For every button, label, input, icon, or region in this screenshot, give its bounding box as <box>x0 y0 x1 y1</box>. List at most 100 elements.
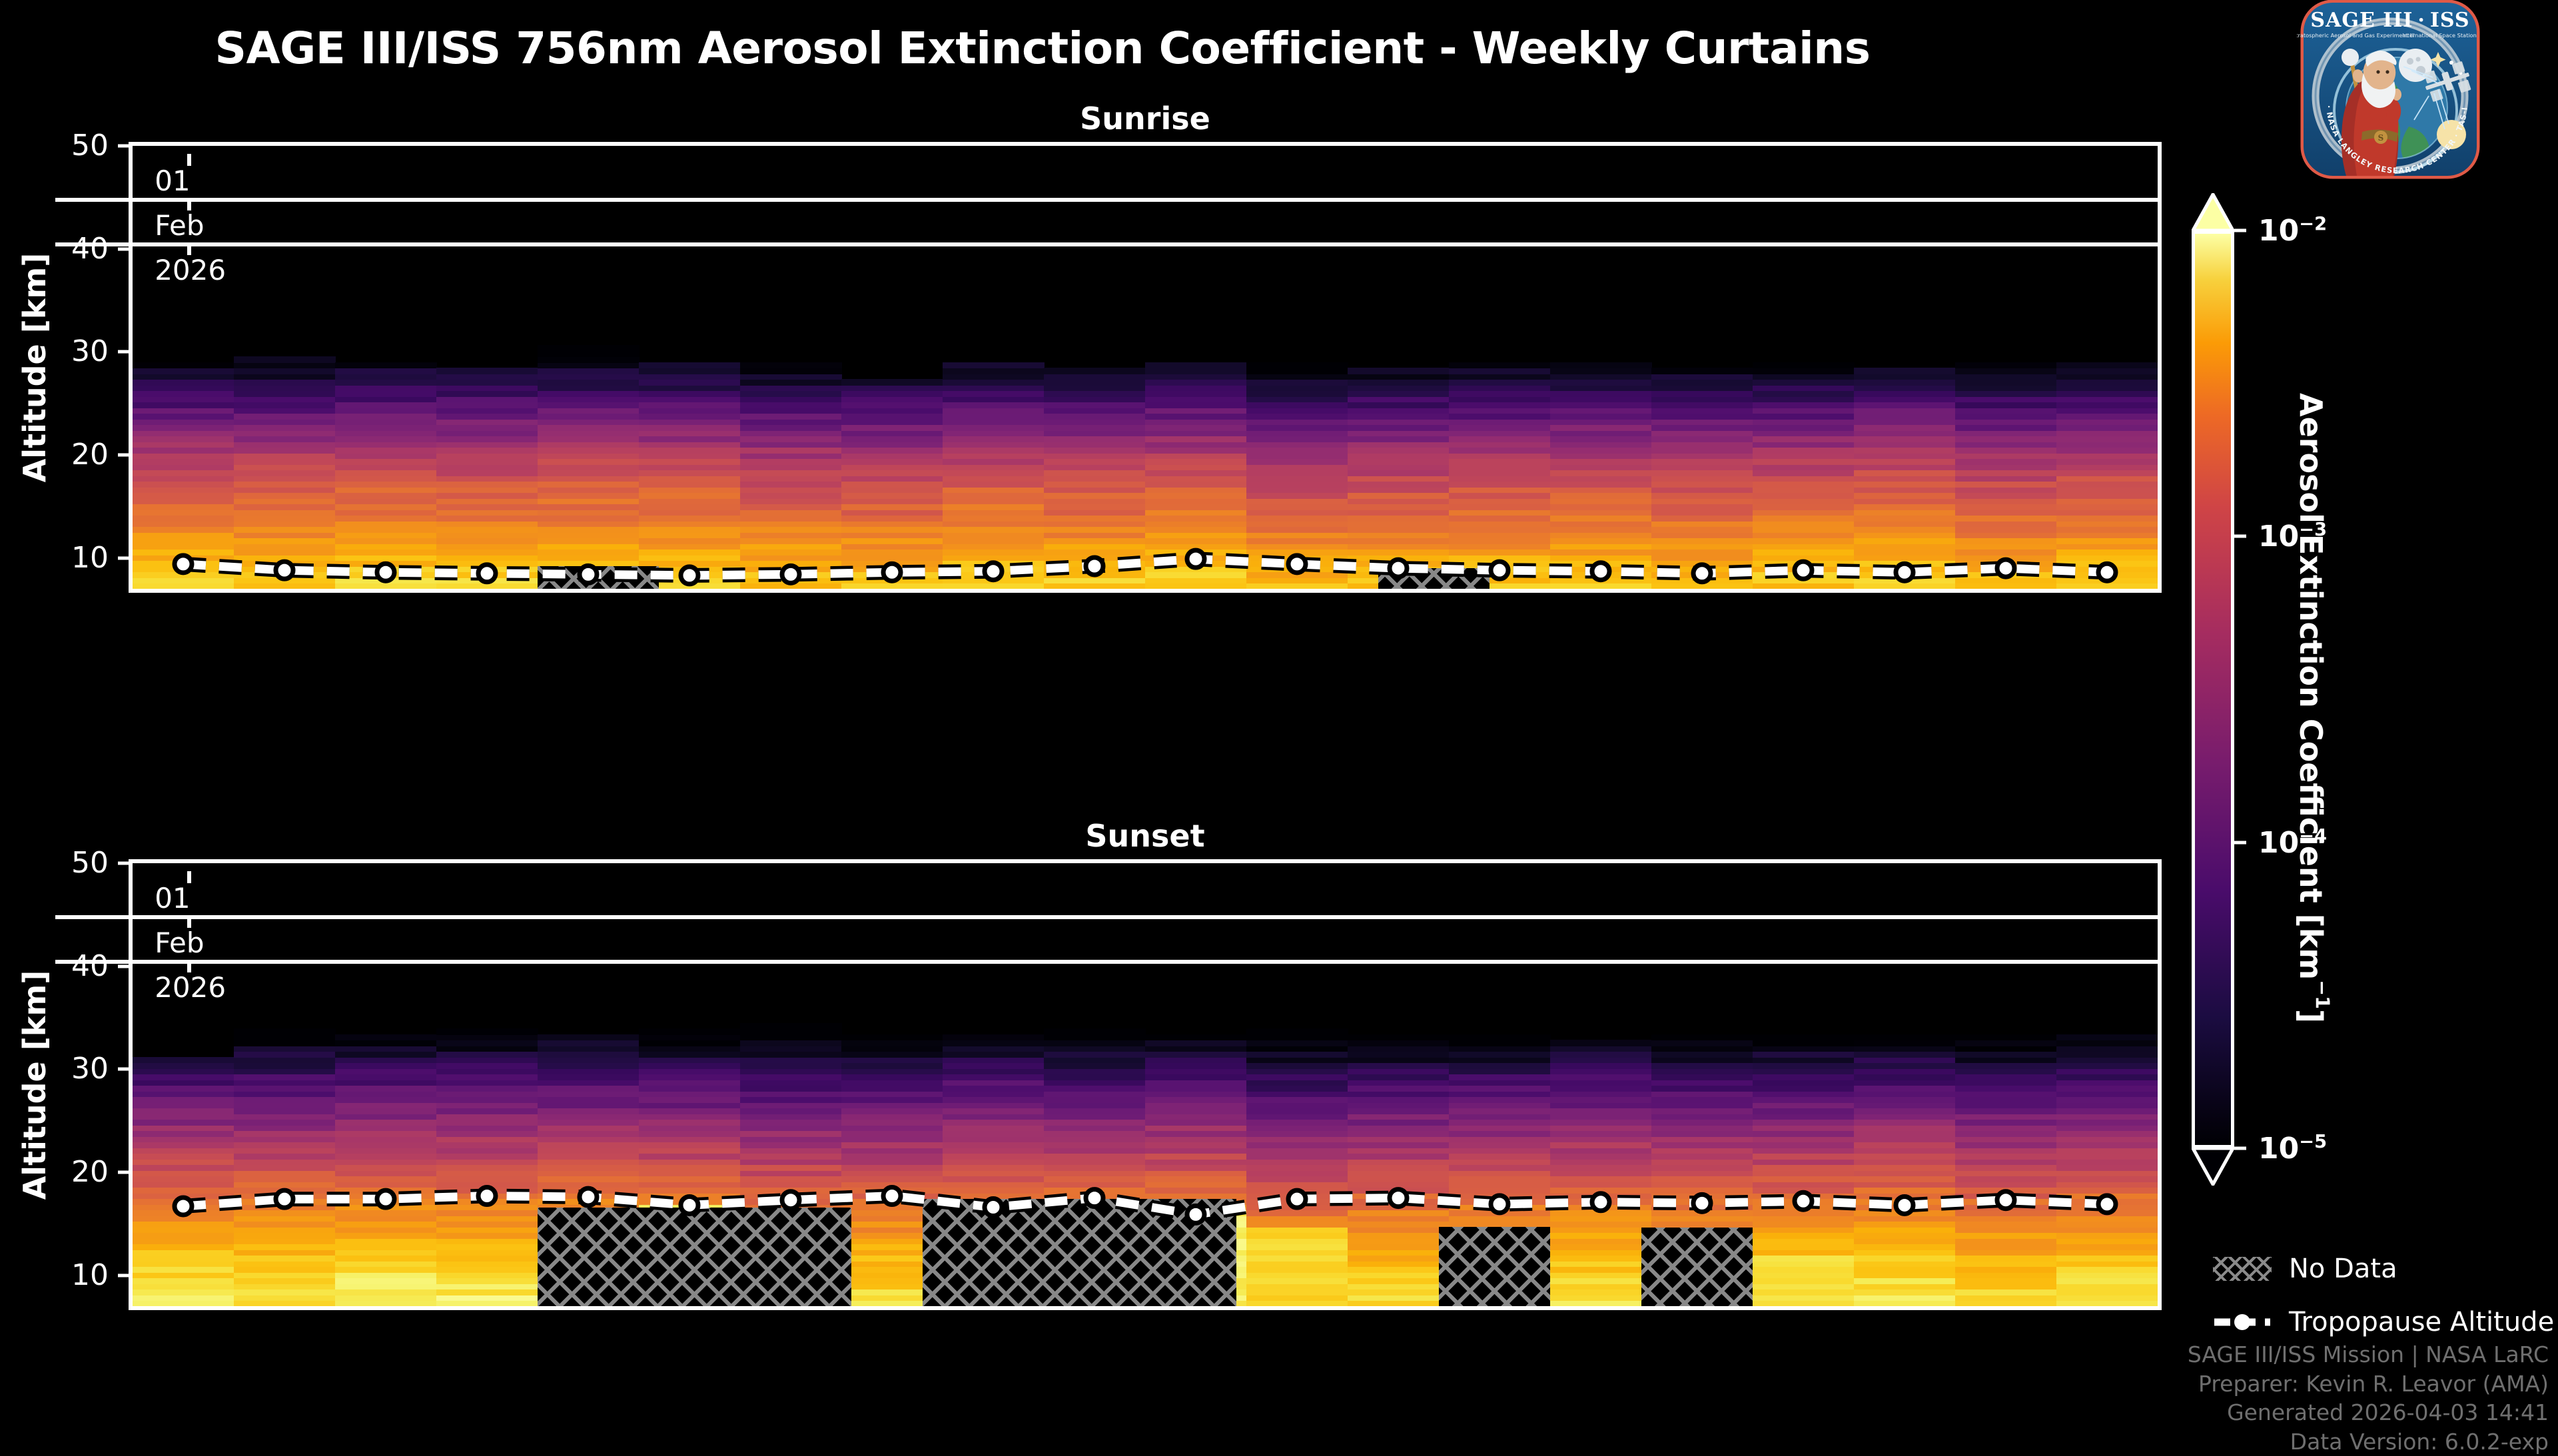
curtain-cell <box>1854 560 1956 567</box>
x-tick-mark-day <box>187 154 192 166</box>
curtain-cell <box>234 1090 336 1098</box>
curtain-cell <box>1044 532 1146 539</box>
curtain-cell <box>133 1266 234 1273</box>
curtain-cell <box>133 1272 234 1279</box>
curtain-cell <box>841 1277 943 1284</box>
curtain-cell <box>436 1176 538 1182</box>
curtain-cell <box>1955 1289 2057 1295</box>
curtain-cell <box>943 390 1045 397</box>
curtain-cell <box>943 532 1045 539</box>
curtain-cell <box>1348 1226 1450 1234</box>
curtain-cell <box>1651 554 1753 561</box>
curtain-cell <box>1145 1079 1247 1086</box>
curtain-cell <box>1348 390 1450 397</box>
curtain-cell <box>1348 1040 1450 1046</box>
curtain-cell <box>2056 538 2158 544</box>
y-tick-label: 50 <box>71 846 109 880</box>
curtain-cell <box>1955 1187 2057 1194</box>
curtain-cell <box>1854 509 1956 516</box>
curtain-cell <box>1651 430 1753 437</box>
curtain-cell <box>2056 1062 2158 1069</box>
curtain-cell <box>335 481 437 488</box>
curtain-cell <box>335 1068 437 1075</box>
curtain-cell <box>1246 1079 1348 1086</box>
curtain-cell <box>1753 1170 1855 1177</box>
curtain-cell <box>1449 1192 1551 1200</box>
curtain-cell <box>1753 1176 1855 1182</box>
curtain-cell <box>740 1158 842 1166</box>
curtain-cell <box>1246 1283 1348 1290</box>
curtain-cell <box>1145 1040 1247 1046</box>
curtain-cell <box>1955 1158 2057 1166</box>
curtain-cell <box>841 1232 943 1239</box>
curtain-cell <box>436 1198 538 1205</box>
curtain-cell <box>943 407 1045 414</box>
curtain-cell <box>841 520 943 528</box>
curtain-cell <box>1955 475 2057 482</box>
curtain-cell <box>1145 373 1247 380</box>
curtain-cell <box>740 520 842 528</box>
curtain-cell <box>841 1142 943 1148</box>
curtain-cell <box>133 1249 234 1256</box>
curtain-cell <box>841 583 943 589</box>
curtain-cell <box>1449 1045 1551 1052</box>
curtain-cell <box>2056 458 2158 465</box>
curtain-cell <box>234 1294 336 1301</box>
curtain-cell <box>335 1158 437 1166</box>
curtain-cell <box>1854 1232 1956 1239</box>
curtain-cell <box>943 1034 1045 1041</box>
curtain-cell <box>1449 1051 1551 1058</box>
curtain-cell <box>1550 554 1652 561</box>
curtain-cell <box>841 571 943 578</box>
curtain-cell <box>1854 1260 1956 1268</box>
curtain-cell <box>1753 560 1855 567</box>
curtain-cell <box>133 583 234 589</box>
curtain-cell <box>335 577 437 584</box>
curtain-cell <box>1044 396 1146 403</box>
curtain-cell <box>335 1119 437 1126</box>
curtain-cell <box>1955 583 2057 589</box>
curtain-cell <box>335 1085 437 1092</box>
curtain-cell <box>234 1249 336 1256</box>
curtain-cell <box>1955 436 2057 442</box>
curtain-cell <box>1348 1102 1450 1109</box>
curtain-cell <box>639 515 741 522</box>
curtain-cell <box>234 486 336 494</box>
curtain-cell <box>1955 1244 2057 1250</box>
curtain-cell <box>538 509 640 516</box>
curtain-cell <box>639 1079 741 1086</box>
curtain-cell <box>1246 458 1348 465</box>
curtain-cell <box>841 447 943 454</box>
curtain-cell <box>1044 554 1146 561</box>
curtain-cell <box>1550 532 1652 539</box>
curtain-cell <box>1348 458 1450 465</box>
curtain-cell <box>1955 486 2057 494</box>
curtain-cell <box>740 396 842 403</box>
curtain-cell <box>943 1136 1045 1143</box>
curtain-cell <box>1246 583 1348 589</box>
curtain-cell <box>1348 1198 1450 1205</box>
curtain-cell <box>943 1090 1045 1098</box>
curtain-cell <box>133 402 234 408</box>
curtain-cell <box>943 509 1045 516</box>
curtain-cell <box>234 402 336 408</box>
curtain-cell <box>538 1096 640 1103</box>
curtain-cell <box>436 538 538 544</box>
colorbar-tick-label: 10−5 <box>2258 1131 2328 1166</box>
curtain-cell <box>335 1113 437 1120</box>
curtain-cell <box>740 470 842 476</box>
curtain-cell <box>335 1226 437 1234</box>
curtain-cell <box>943 1085 1045 1092</box>
curtain-cell <box>1246 470 1348 476</box>
curtain-cell <box>639 1045 741 1052</box>
curtain-cell <box>1753 538 1855 544</box>
curtain-cell <box>1753 373 1855 380</box>
curtain-cell <box>1449 526 1551 533</box>
curtain-cell <box>1854 1124 1956 1132</box>
no-data-region <box>1378 568 1490 589</box>
curtain-cell <box>943 396 1045 403</box>
curtain-cell <box>2056 1232 2158 1239</box>
curtain-cell <box>335 430 437 437</box>
curtain-cell <box>1955 1142 2057 1148</box>
curtain-cell <box>740 1028 842 1035</box>
